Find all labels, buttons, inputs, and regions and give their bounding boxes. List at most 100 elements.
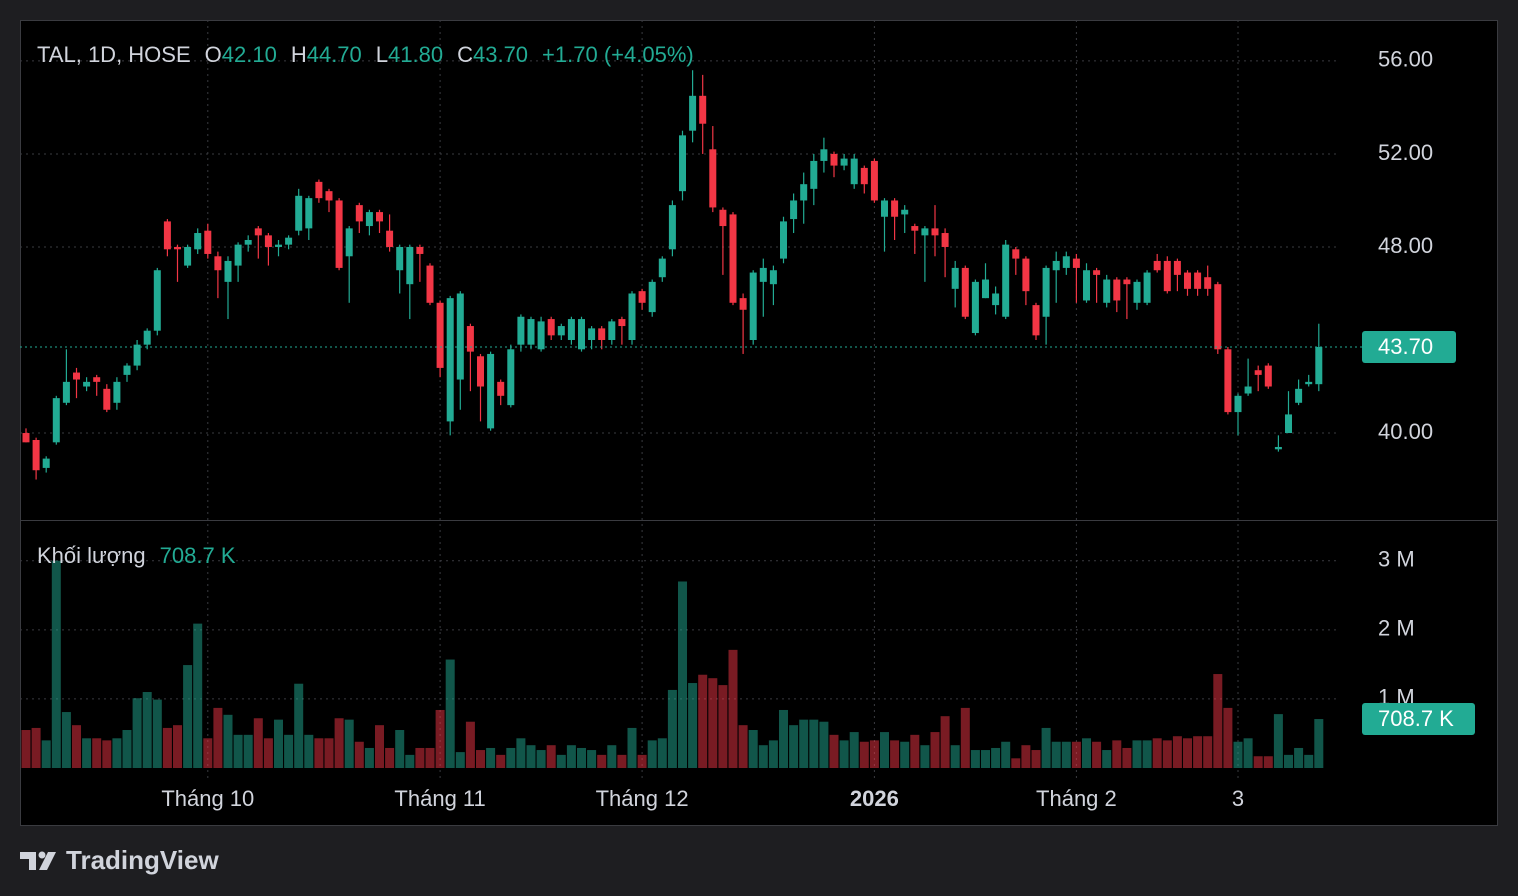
candle-body <box>1184 272 1191 289</box>
volume-bar <box>415 747 425 768</box>
candle-body <box>537 321 545 350</box>
candle-body <box>103 388 111 410</box>
candle-body <box>689 95 697 131</box>
volume-bar <box>354 741 364 768</box>
candle-body <box>1214 284 1222 350</box>
volume-bar <box>940 716 950 768</box>
volume-bar <box>738 725 748 768</box>
volume-bar <box>1011 758 1021 768</box>
volume-bar <box>768 740 778 768</box>
candle-body <box>598 328 606 340</box>
volume-bar <box>243 734 253 768</box>
candle-body <box>285 237 293 245</box>
volume-bar <box>930 732 940 768</box>
candle-body <box>244 240 252 245</box>
volume-bar <box>1253 756 1263 768</box>
volume-bar <box>617 754 627 768</box>
volume-bar <box>31 727 41 768</box>
candle-body <box>83 381 91 387</box>
candle-body <box>1143 272 1151 303</box>
candle-body <box>355 205 363 222</box>
candle-body <box>1103 279 1111 303</box>
candle-body <box>800 184 808 201</box>
candle-body <box>759 267 767 282</box>
volume-bar <box>1223 707 1233 768</box>
x-tick-label: 2026 <box>850 786 899 811</box>
candle-body <box>1204 277 1212 289</box>
volume-bar <box>880 732 889 768</box>
candle-body <box>1012 249 1020 259</box>
candle-body <box>416 246 424 254</box>
candle-body <box>588 328 596 340</box>
candle-body <box>658 258 666 278</box>
volume-bar <box>41 740 51 768</box>
volume-bar <box>395 730 405 768</box>
candle-body <box>32 440 40 471</box>
candle-body <box>982 279 989 299</box>
candle-body <box>1163 260 1171 292</box>
legend-key: H <box>290 42 307 67</box>
x-tick-label: 3 <box>1232 786 1244 811</box>
volume-bar <box>1122 747 1132 768</box>
candle-body <box>961 267 969 317</box>
volume-bar <box>496 754 506 768</box>
candle-body <box>1062 256 1070 268</box>
volume-bar <box>1183 738 1192 768</box>
candle-body <box>820 149 828 161</box>
volume-bar <box>900 741 910 768</box>
volume-bar <box>183 665 193 768</box>
volume-bar <box>1294 747 1304 768</box>
y-tick-label: 3 M <box>1378 547 1415 572</box>
candle-body <box>679 135 686 192</box>
candle-body <box>790 200 798 220</box>
candle-body <box>1002 244 1010 317</box>
volume-bar <box>1273 714 1283 768</box>
volume-bar <box>698 674 708 768</box>
volume-bar <box>324 738 334 768</box>
volume-bar <box>1082 738 1091 768</box>
candle-body <box>204 230 212 254</box>
volume-bar <box>506 747 516 768</box>
candle-body <box>901 209 909 215</box>
candle-body <box>709 149 717 208</box>
candle-body <box>1305 381 1313 385</box>
candle-body <box>113 381 121 403</box>
volume-bar <box>425 747 435 768</box>
candle-body <box>1113 279 1121 301</box>
volume-bar <box>688 683 698 768</box>
candle-body <box>668 205 676 250</box>
candle-body <box>93 377 101 382</box>
candle-body <box>517 316 525 345</box>
volume-bar <box>839 740 849 768</box>
candle-body <box>1173 260 1181 275</box>
candle-body <box>729 214 737 303</box>
candle-body <box>1153 260 1161 271</box>
candle-body <box>436 302 444 368</box>
candle-body <box>739 298 747 310</box>
candle-body <box>345 228 353 257</box>
candle-body <box>1315 346 1323 385</box>
volume-bar <box>152 699 162 768</box>
candle-body <box>1244 386 1252 394</box>
candle-body <box>396 246 404 271</box>
candle-body <box>840 158 848 166</box>
candle-body <box>830 153 838 166</box>
x-tick-label: Tháng 11 <box>394 786 485 811</box>
candle-body <box>1123 279 1131 285</box>
candle-body <box>163 221 171 250</box>
volume-bar <box>1162 740 1172 768</box>
volume-bar <box>193 623 203 768</box>
volume-bar <box>829 734 839 768</box>
legend-value: 43.70 <box>472 42 529 67</box>
candle-body <box>295 195 303 231</box>
candle-body <box>1274 446 1282 450</box>
volume-bar <box>1132 740 1142 768</box>
volume-bar <box>1172 736 1182 768</box>
candle-body <box>335 200 343 268</box>
candle-body <box>860 167 868 185</box>
volume-bar <box>809 719 819 768</box>
volume-bar <box>112 738 122 768</box>
candle-body <box>507 349 515 406</box>
y-tick-label: 40.00 <box>1378 419 1433 444</box>
volume-bar <box>526 745 536 768</box>
